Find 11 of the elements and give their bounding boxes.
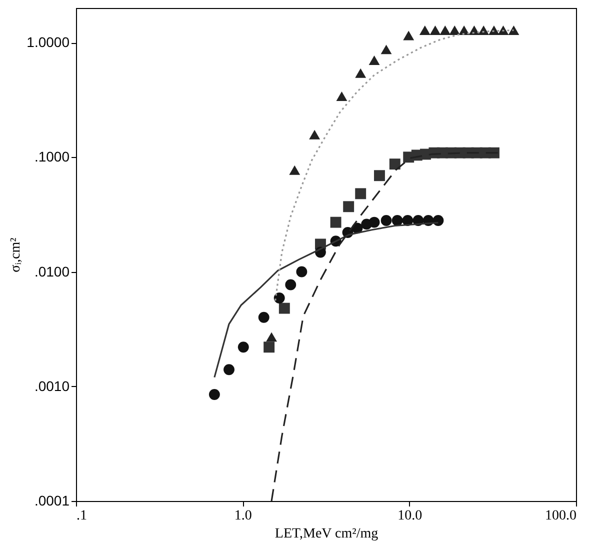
y-tick-label: .0100 bbox=[34, 263, 70, 280]
x-tick-label: .1 bbox=[76, 508, 87, 524]
x-tick-label: 10.0 bbox=[398, 508, 422, 524]
y-tick-label: .0010 bbox=[34, 378, 70, 394]
x-axis-title: LET,MeV cm²/mg bbox=[274, 526, 378, 542]
y-tick-label: .1000 bbox=[34, 148, 70, 165]
y-axis-title: σᵢ,cm² bbox=[8, 238, 24, 272]
y-tick-label: .0001 bbox=[34, 492, 70, 508]
x-tick-label: 1.0 bbox=[234, 508, 252, 524]
y-tick-label: 1.0000 bbox=[26, 34, 70, 50]
x-tick-label: 100.0 bbox=[545, 508, 576, 524]
